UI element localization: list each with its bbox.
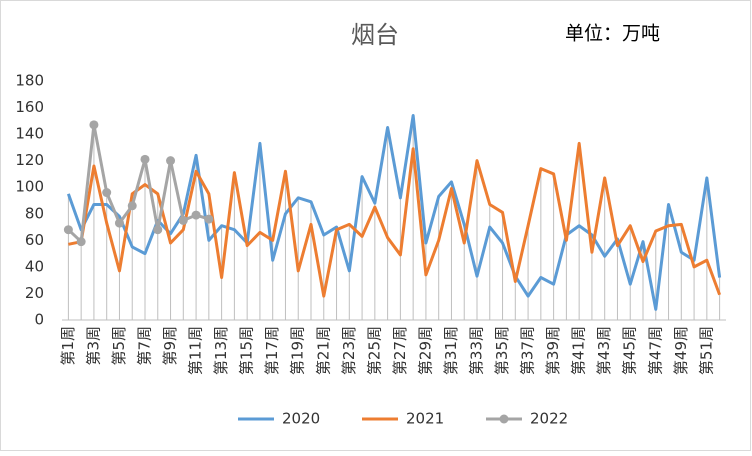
- unit-annotation: 单位：万吨: [565, 23, 660, 45]
- y-tick-label: 100: [15, 178, 44, 196]
- x-tick-label: 第33周: [468, 326, 486, 375]
- x-tick-label: 第17周: [263, 326, 281, 375]
- x-tick-label: 第3周: [84, 326, 102, 366]
- x-tick-label: 第29周: [416, 326, 434, 375]
- series-marker: [140, 154, 150, 164]
- x-tick-label: 第9周: [161, 326, 179, 366]
- y-tick-label: 120: [15, 151, 44, 169]
- series-marker: [153, 225, 163, 235]
- series-line: [68, 141, 722, 298]
- x-tick-label: 第1周: [59, 326, 77, 366]
- chart-title: 烟台: [351, 21, 399, 49]
- x-tick-label: 第27周: [391, 326, 409, 375]
- x-tick-label: 第5周: [110, 326, 128, 366]
- series-marker: [191, 210, 201, 220]
- x-tick-label: 第51周: [697, 326, 715, 375]
- x-tick-label: 第41周: [570, 326, 588, 375]
- y-tick-label: 140: [15, 125, 44, 143]
- series-marker: [76, 237, 86, 247]
- x-tick-label: 第15周: [238, 326, 256, 375]
- series-marker: [127, 201, 137, 211]
- x-tick-label: 第31周: [442, 326, 460, 375]
- y-tick-label: 60: [25, 231, 44, 249]
- series-marker: [89, 120, 99, 130]
- x-tick-label: 第43周: [595, 326, 613, 375]
- y-tick-label: 80: [25, 204, 44, 222]
- x-tick-label: 第23周: [340, 326, 358, 375]
- x-tick-label: 第21周: [314, 326, 332, 375]
- x-tick-label: 第11周: [187, 326, 205, 375]
- x-tick-label: 第7周: [136, 326, 154, 366]
- series-marker: [204, 214, 214, 224]
- y-tick-label: 20: [25, 284, 44, 302]
- y-tick-label: 0: [34, 311, 44, 329]
- legend-label: 2020: [282, 410, 320, 428]
- legend-label: 2022: [530, 410, 568, 428]
- y-tick-label: 180: [15, 72, 44, 90]
- x-tick-label: 第25周: [365, 326, 383, 375]
- y-tick-label: 160: [15, 98, 44, 116]
- x-tick-label: 第47周: [646, 326, 664, 375]
- x-tick-label: 第39周: [544, 326, 562, 375]
- legend-label: 2021: [406, 410, 444, 428]
- series-line: [66, 114, 722, 311]
- x-tick-label: 第49周: [672, 326, 690, 375]
- series-marker: [114, 218, 124, 228]
- series-marker: [166, 156, 176, 166]
- x-tick-label: 第45周: [621, 326, 639, 375]
- x-tick-label: 第37周: [519, 326, 537, 375]
- x-tick-label: 第13周: [212, 326, 230, 375]
- legend-marker: [499, 414, 509, 424]
- x-tick-label: 第35周: [493, 326, 511, 375]
- series-marker: [102, 188, 112, 198]
- series-marker: [178, 215, 188, 225]
- series-marker: [63, 225, 73, 235]
- y-tick-label: 40: [25, 257, 44, 275]
- x-tick-label: 第19周: [289, 326, 307, 375]
